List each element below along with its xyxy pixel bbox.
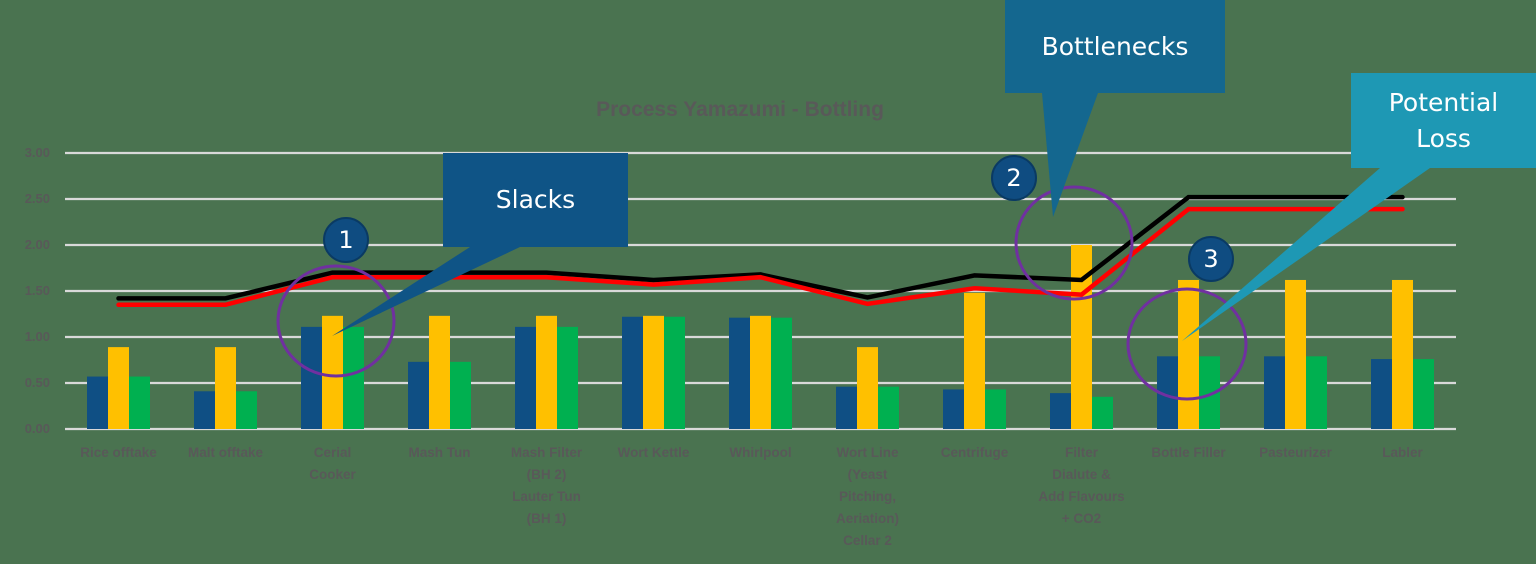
x-category-label: Bottle Filler <box>1151 445 1226 460</box>
callout-box-bottlenecks <box>1005 0 1225 93</box>
x-category-label: Labler <box>1382 445 1423 460</box>
bar <box>964 292 985 429</box>
bar <box>943 389 964 429</box>
x-category-label: Mash Filter (BH 2) Lauter Tun (BH 1) <box>510 445 583 526</box>
bar <box>87 376 108 429</box>
callout-box-potential-loss <box>1351 73 1536 168</box>
bar <box>236 391 257 429</box>
series-line <box>116 206 1405 308</box>
bar <box>664 316 685 429</box>
bar <box>878 386 899 429</box>
x-category-label: Filter Dialute & Add Flavours + CO2 <box>1038 445 1125 526</box>
bar <box>429 315 450 429</box>
bar <box>1371 359 1392 429</box>
bar <box>343 326 364 429</box>
bar <box>771 317 792 429</box>
bar <box>322 315 343 429</box>
bar <box>215 347 236 429</box>
y-tick-label: 2.00 <box>24 237 50 252</box>
bar <box>129 376 150 429</box>
callout-pointer-slacks <box>332 247 520 336</box>
bar <box>729 317 750 429</box>
bar <box>1392 279 1413 429</box>
y-tick-label: 2.50 <box>24 191 50 206</box>
x-category-label: Pasteurizer <box>1259 445 1332 460</box>
bar <box>622 316 643 429</box>
callout-box-slacks <box>443 153 628 247</box>
bar <box>408 361 429 429</box>
y-tick-label: 3.00 <box>24 145 50 160</box>
x-category-label: Centrifuge <box>940 445 1009 460</box>
callout-slacks: Slacks <box>495 185 576 214</box>
bar <box>1413 359 1434 429</box>
highlight-ring-1 <box>276 264 396 378</box>
bar <box>1178 279 1199 429</box>
bar <box>857 347 878 429</box>
y-tick-label: 1.00 <box>24 329 50 344</box>
bar <box>836 386 857 429</box>
bar <box>643 315 664 429</box>
y-tick-label: 0.50 <box>24 375 50 390</box>
x-category-label: Wort Line (Yeast Pitching, Aeriation) Ce… <box>835 445 899 548</box>
callout-pointer-bottlenecks <box>1042 93 1098 217</box>
y-tick-label: 0.00 <box>24 421 50 436</box>
x-category-label: Rice offtake <box>80 445 157 460</box>
bar <box>557 326 578 429</box>
bar <box>1264 356 1285 429</box>
bar <box>1092 396 1113 429</box>
series-line <box>116 194 1405 301</box>
badge-1: 1 <box>323 217 369 263</box>
bar <box>1050 393 1071 429</box>
y-tick-label: 1.50 <box>24 283 50 298</box>
chart-title: Process Yamazumi - Bottling <box>596 98 884 121</box>
callout-bottlenecks: Bottlenecks <box>1041 31 1189 61</box>
bar <box>108 347 129 429</box>
bar <box>536 315 557 429</box>
x-category-label: Wort Kettle <box>617 445 690 460</box>
bar <box>985 389 1006 429</box>
bar <box>450 361 471 429</box>
callout-potential-loss: Potential Loss <box>1388 87 1499 153</box>
x-category-label: Cerial Cooker <box>309 445 356 482</box>
x-category-label: Mash Tun <box>408 445 471 460</box>
callout-pointer-potential-loss <box>1182 168 1430 341</box>
bar <box>194 391 215 429</box>
bar <box>301 326 322 429</box>
bar <box>1157 356 1178 429</box>
bar <box>1199 356 1220 429</box>
x-category-label: Malt offtake <box>187 445 263 460</box>
badge-3: 3 <box>1188 236 1234 282</box>
bar <box>1306 356 1327 429</box>
x-category-label: Whirlpool <box>729 445 792 460</box>
highlight-ring-2 <box>1014 185 1134 301</box>
highlight-ring-3 <box>1126 287 1248 401</box>
bar <box>750 315 771 429</box>
bar <box>1285 279 1306 429</box>
badge-2: 2 <box>991 155 1037 201</box>
bar <box>515 326 536 429</box>
